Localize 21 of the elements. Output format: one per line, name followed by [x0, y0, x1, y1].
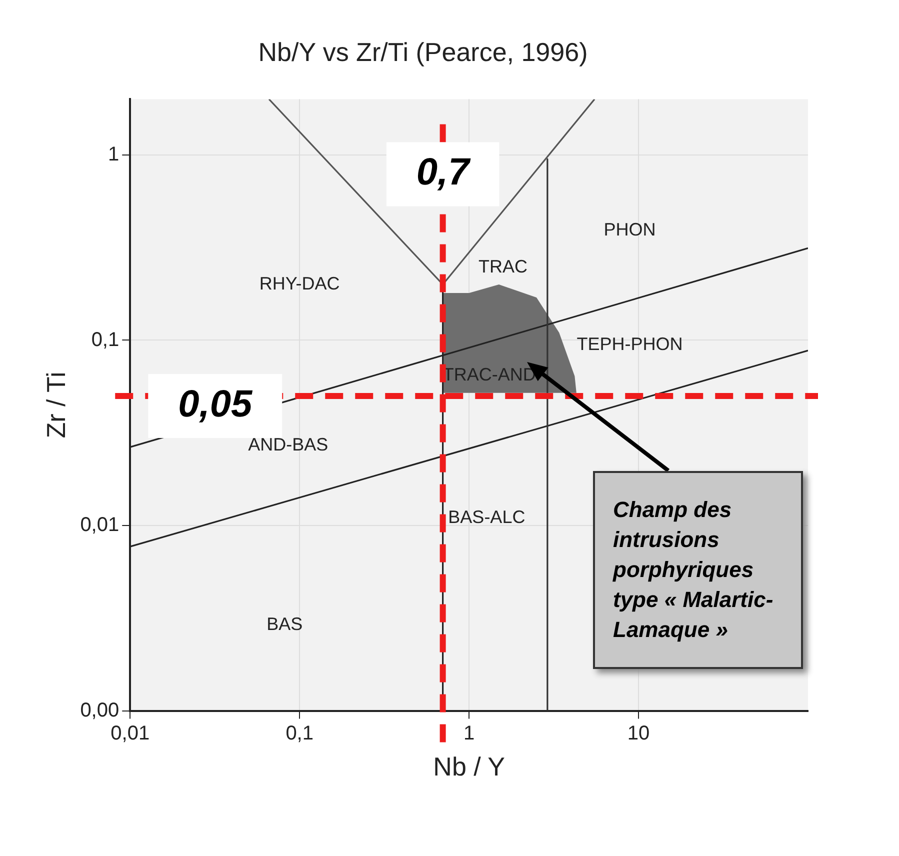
- annotation: AND-BAS: [248, 434, 328, 454]
- x-tick-label: 0,1: [286, 722, 314, 744]
- ref-line-label: 0,7: [416, 152, 472, 194]
- annotation: TRAC: [478, 256, 528, 276]
- y-tick-label: 1: [108, 143, 120, 166]
- y-tick-label: 0,00: [80, 699, 120, 722]
- annotation: BAS: [266, 614, 303, 634]
- x-axis-title: Nb / Y: [433, 752, 505, 782]
- x-tick-label: 10: [627, 722, 650, 744]
- annotation: PHON: [604, 220, 656, 240]
- annotation: BAS-ALC: [448, 507, 526, 528]
- x-tick-label: 0,01: [110, 722, 150, 744]
- ref-line-label: 0,05: [178, 384, 253, 426]
- callout-box: Champ des intrusions porphyriques type « Malartic-Lamaque »: [593, 470, 803, 669]
- annotation: TEPH-PHON: [576, 334, 683, 354]
- y-axis-title: Zr / Ti: [40, 372, 71, 438]
- x-tick-label: 1: [464, 722, 475, 744]
- chart-title: Nb/Y vs Zr/Ti (Pearce, 1996): [258, 36, 588, 67]
- y-tick-label: 0,1: [91, 328, 120, 351]
- annotation: RHY-DAC: [259, 273, 340, 294]
- y-tick-label: 0,01: [80, 514, 120, 536]
